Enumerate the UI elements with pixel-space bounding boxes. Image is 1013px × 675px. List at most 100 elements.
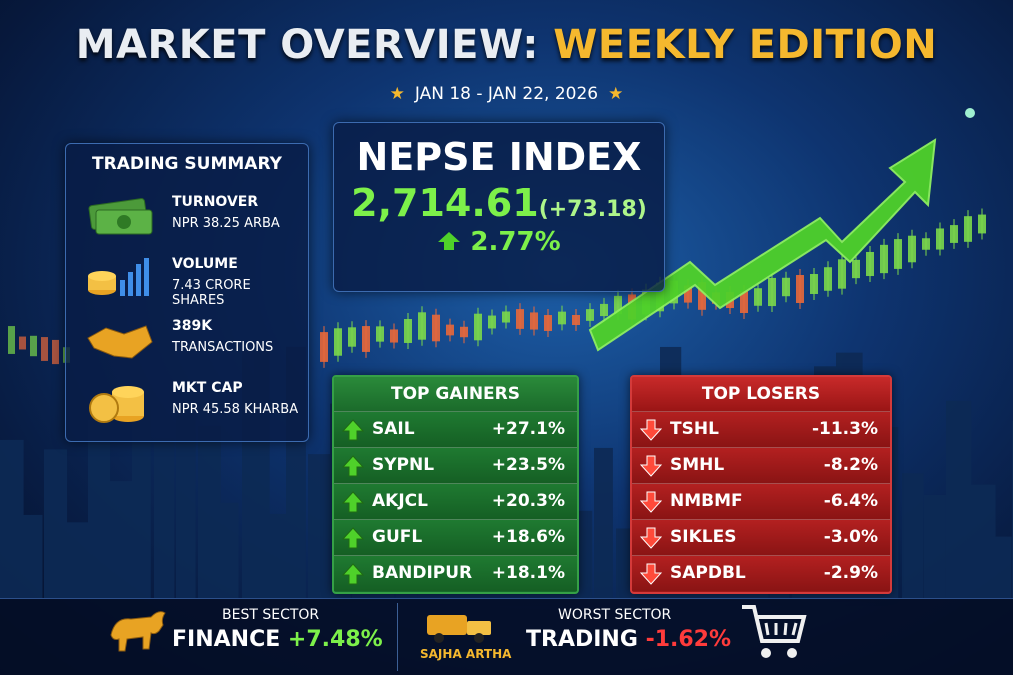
summary-item: MKT CAP NPR 45.58 KHARBA [84,374,306,430]
building [264,513,287,598]
symbol: GUFL [372,527,423,547]
building [902,473,924,598]
change: +23.5% [491,455,565,475]
up-arrow [342,455,364,477]
candle [30,335,37,357]
trading-summary: TRADING SUMMARY TURNOVER NPR 38.25 ARBA VO… [65,143,309,442]
candle [516,309,524,329]
summary-icon [87,325,153,359]
symbol: NMBMF [670,491,743,511]
candle [866,251,874,277]
candle [936,228,944,250]
candle [460,326,468,338]
summary-label: MKT CAP [172,380,243,396]
building [88,420,111,598]
mover-row: SYPNL +23.5% [334,447,577,483]
summary-value: TRANSACTIONS [172,340,274,355]
candle [390,329,398,343]
mover-row: SAPDBL -2.9% [632,555,890,591]
candle [432,314,440,342]
candle [754,288,762,306]
change: +18.6% [491,527,565,547]
candle [852,259,860,279]
candle [474,313,482,341]
candle [894,239,902,269]
change: +18.1% [491,563,565,583]
down-arrow [640,491,662,513]
truck-icon [427,615,491,643]
candle [740,290,748,314]
cart-icon [742,605,807,658]
building [154,438,175,598]
mover-row: AKJCL +20.3% [334,483,577,519]
change: +27.1% [491,419,565,439]
summary-item: 389K TRANSACTIONS [84,312,306,368]
candle [586,309,594,321]
symbol: SAPDBL [670,563,746,583]
candle [530,312,538,330]
candle [908,235,916,263]
sector-bar: BEST SECTOR FINANCE +7.48% SAJHA ARTHA W… [0,598,1013,675]
summary-item: VOLUME 7.43 CRORE SHARES [84,250,306,308]
trend-arrow [588,138,937,352]
candle [600,303,608,317]
mover-row: SAIL +27.1% [334,411,577,447]
worst-sector-caption: WORST SECTOR [558,607,672,623]
mover-row: BANDIPUR +18.1% [334,555,577,591]
candle [8,326,15,354]
down-arrow [640,527,662,549]
candle [698,282,706,310]
gainers-title: TOP GAINERS [334,377,577,411]
candle [572,314,580,326]
change: -2.9% [823,563,878,583]
brand-name: SAJHA ARTHA [420,647,512,661]
candle [922,238,930,250]
summary-icon [88,198,153,235]
candle [838,259,846,289]
candle [824,267,832,291]
change: -6.4% [823,491,878,511]
candle [880,244,888,274]
date-range: ★ JAN 18 - JAN 22, 2026 ★ [389,84,624,104]
losers-title: TOP LOSERS [632,377,890,411]
candle [950,225,958,243]
candle [684,285,692,303]
building [132,406,151,598]
mover-row: TSHL -11.3% [632,411,890,447]
summary-label: VOLUME [172,256,238,272]
summary-value: NPR 38.25 ARBA [172,216,280,231]
candle [334,328,342,356]
worst-sector-change: -1.62% [645,627,732,652]
up-arrow [342,419,364,441]
summary-label: TURNOVER [172,194,259,210]
page-title: MARKET OVERVIEW: WEEKLY EDITION [0,22,1013,68]
candle [544,315,552,331]
summary-icon [88,258,149,296]
candle [376,326,384,342]
up-arrow [342,491,364,513]
change: -3.0% [823,527,878,547]
building [308,454,332,598]
candle [52,339,59,365]
summary-value: NPR 45.58 KHARBA [172,402,299,417]
summary-icon [89,386,144,423]
top-gainers: TOP GAINERS SAIL +27.1% SYPNL +23.5% AKJCL +2… [332,375,579,594]
best-sector-change: +7.48% [287,627,383,652]
symbol: SAIL [372,419,415,439]
candle [796,275,804,303]
candle [488,315,496,329]
building [110,481,136,598]
down-arrow [640,563,662,585]
title-edition: WEEKLY EDITION [553,22,938,68]
candle [446,324,454,336]
summary-item: TURNOVER NPR 38.25 ARBA [84,188,306,244]
candle [19,336,26,350]
index-percent: 2.77% [470,227,561,257]
candle [978,214,986,234]
building [198,425,221,598]
building [44,449,68,598]
symbol: SMHL [670,455,725,475]
up-arrow [342,527,364,549]
building [22,514,43,598]
